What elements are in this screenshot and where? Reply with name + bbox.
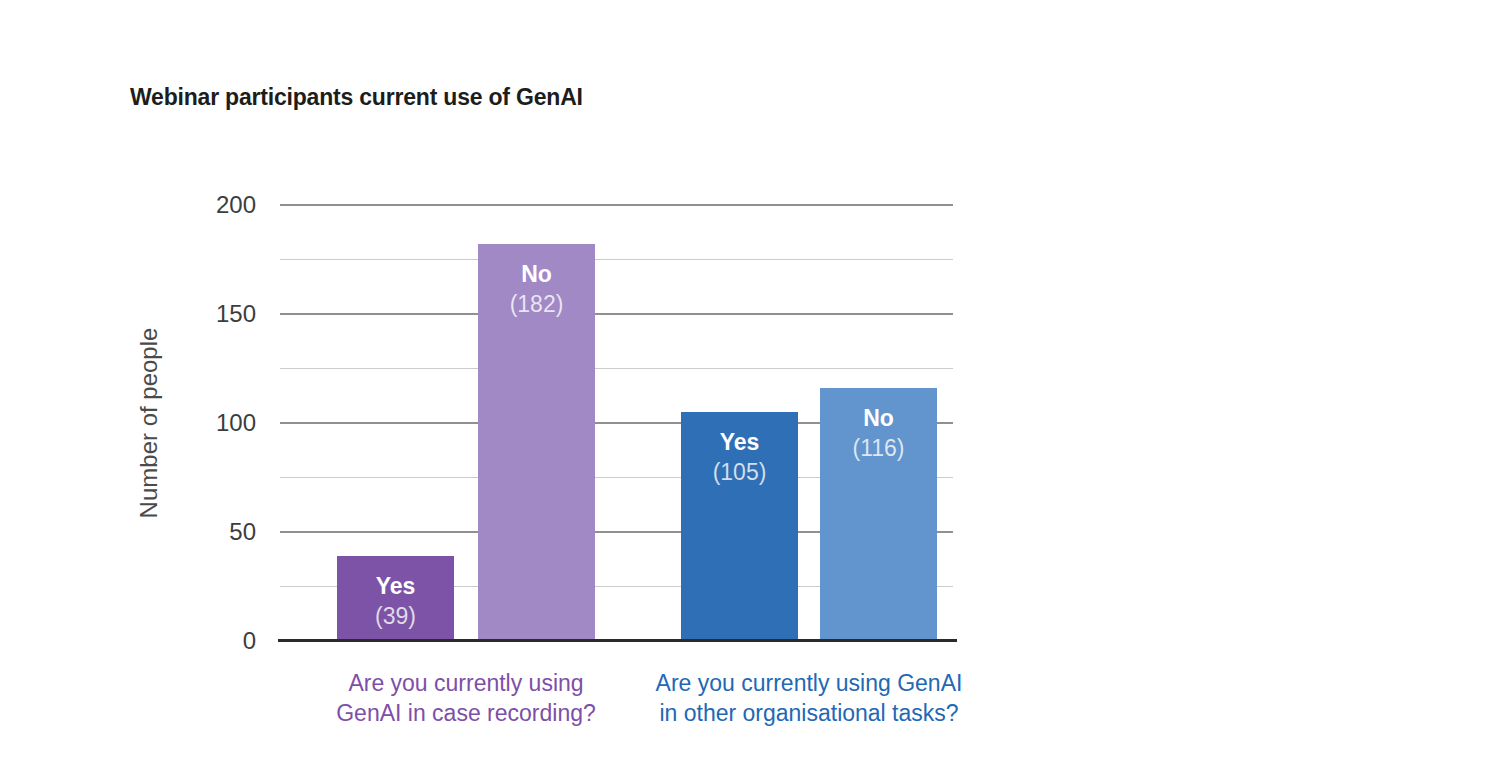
- bar-value-case-recording-no: (182): [478, 289, 595, 319]
- bar-value-other-tasks-no: (116): [820, 433, 937, 463]
- bar-other-tasks-no: No(116): [820, 388, 937, 641]
- y-tick-0: 0: [130, 626, 256, 656]
- category-line-2-2: in other organisational tasks?: [619, 698, 999, 728]
- y-tick-100: 100: [130, 408, 256, 438]
- gridline-major-150: [280, 313, 953, 315]
- bar-label-other-tasks-no: No: [820, 403, 937, 433]
- category-line-1-1: Are you currently using: [276, 668, 656, 698]
- category-label-other-tasks: Are you currently using GenAIin other or…: [619, 668, 999, 728]
- chart-title: Webinar participants current use of GenA…: [130, 84, 583, 111]
- bar-label-case-recording-no: No: [478, 259, 595, 289]
- category-line-2-1: Are you currently using GenAI: [619, 668, 999, 698]
- category-label-case-recording: Are you currently usingGenAI in case rec…: [276, 668, 656, 728]
- bar-label-other-tasks-yes: Yes: [681, 427, 798, 457]
- bar-other-tasks-yes: Yes(105): [681, 412, 798, 641]
- gridline-major-200: [280, 204, 953, 206]
- y-tick-50: 50: [130, 517, 256, 547]
- chart-canvas: Webinar participants current use of GenA…: [0, 0, 1500, 771]
- category-line-1-2: GenAI in case recording?: [276, 698, 656, 728]
- bar-case-recording-no: No(182): [478, 244, 595, 641]
- bar-case-recording-yes: Yes(39): [337, 556, 454, 641]
- x-axis-line: [278, 639, 957, 642]
- y-tick-200: 200: [130, 190, 256, 220]
- gridline-minor-175: [280, 259, 953, 260]
- bar-value-case-recording-yes: (39): [337, 601, 454, 631]
- gridline-minor-125: [280, 368, 953, 369]
- bar-value-other-tasks-yes: (105): [681, 457, 798, 487]
- plot-area: Yes(39)No(182)Yes(105)No(116): [280, 205, 953, 641]
- bar-label-case-recording-yes: Yes: [337, 571, 454, 601]
- y-tick-150: 150: [130, 299, 256, 329]
